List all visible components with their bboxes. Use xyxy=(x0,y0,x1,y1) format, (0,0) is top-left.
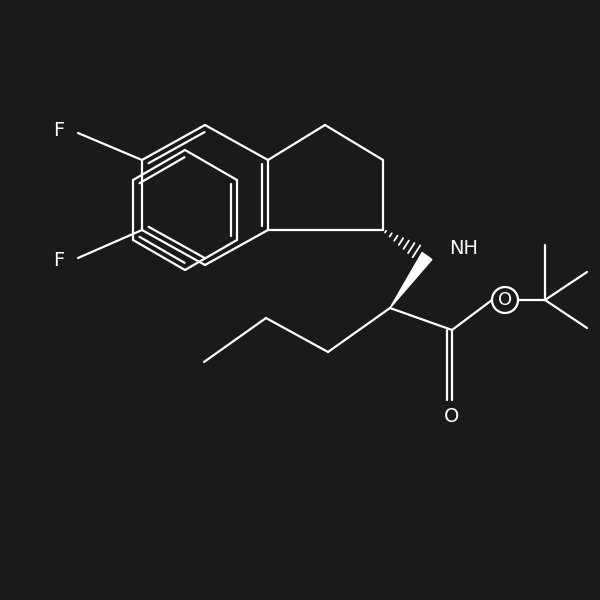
Text: F: F xyxy=(53,251,64,269)
Text: O: O xyxy=(498,291,512,309)
Text: NH: NH xyxy=(449,238,478,257)
Text: O: O xyxy=(445,407,460,425)
Polygon shape xyxy=(390,253,432,308)
Text: F: F xyxy=(53,121,64,140)
